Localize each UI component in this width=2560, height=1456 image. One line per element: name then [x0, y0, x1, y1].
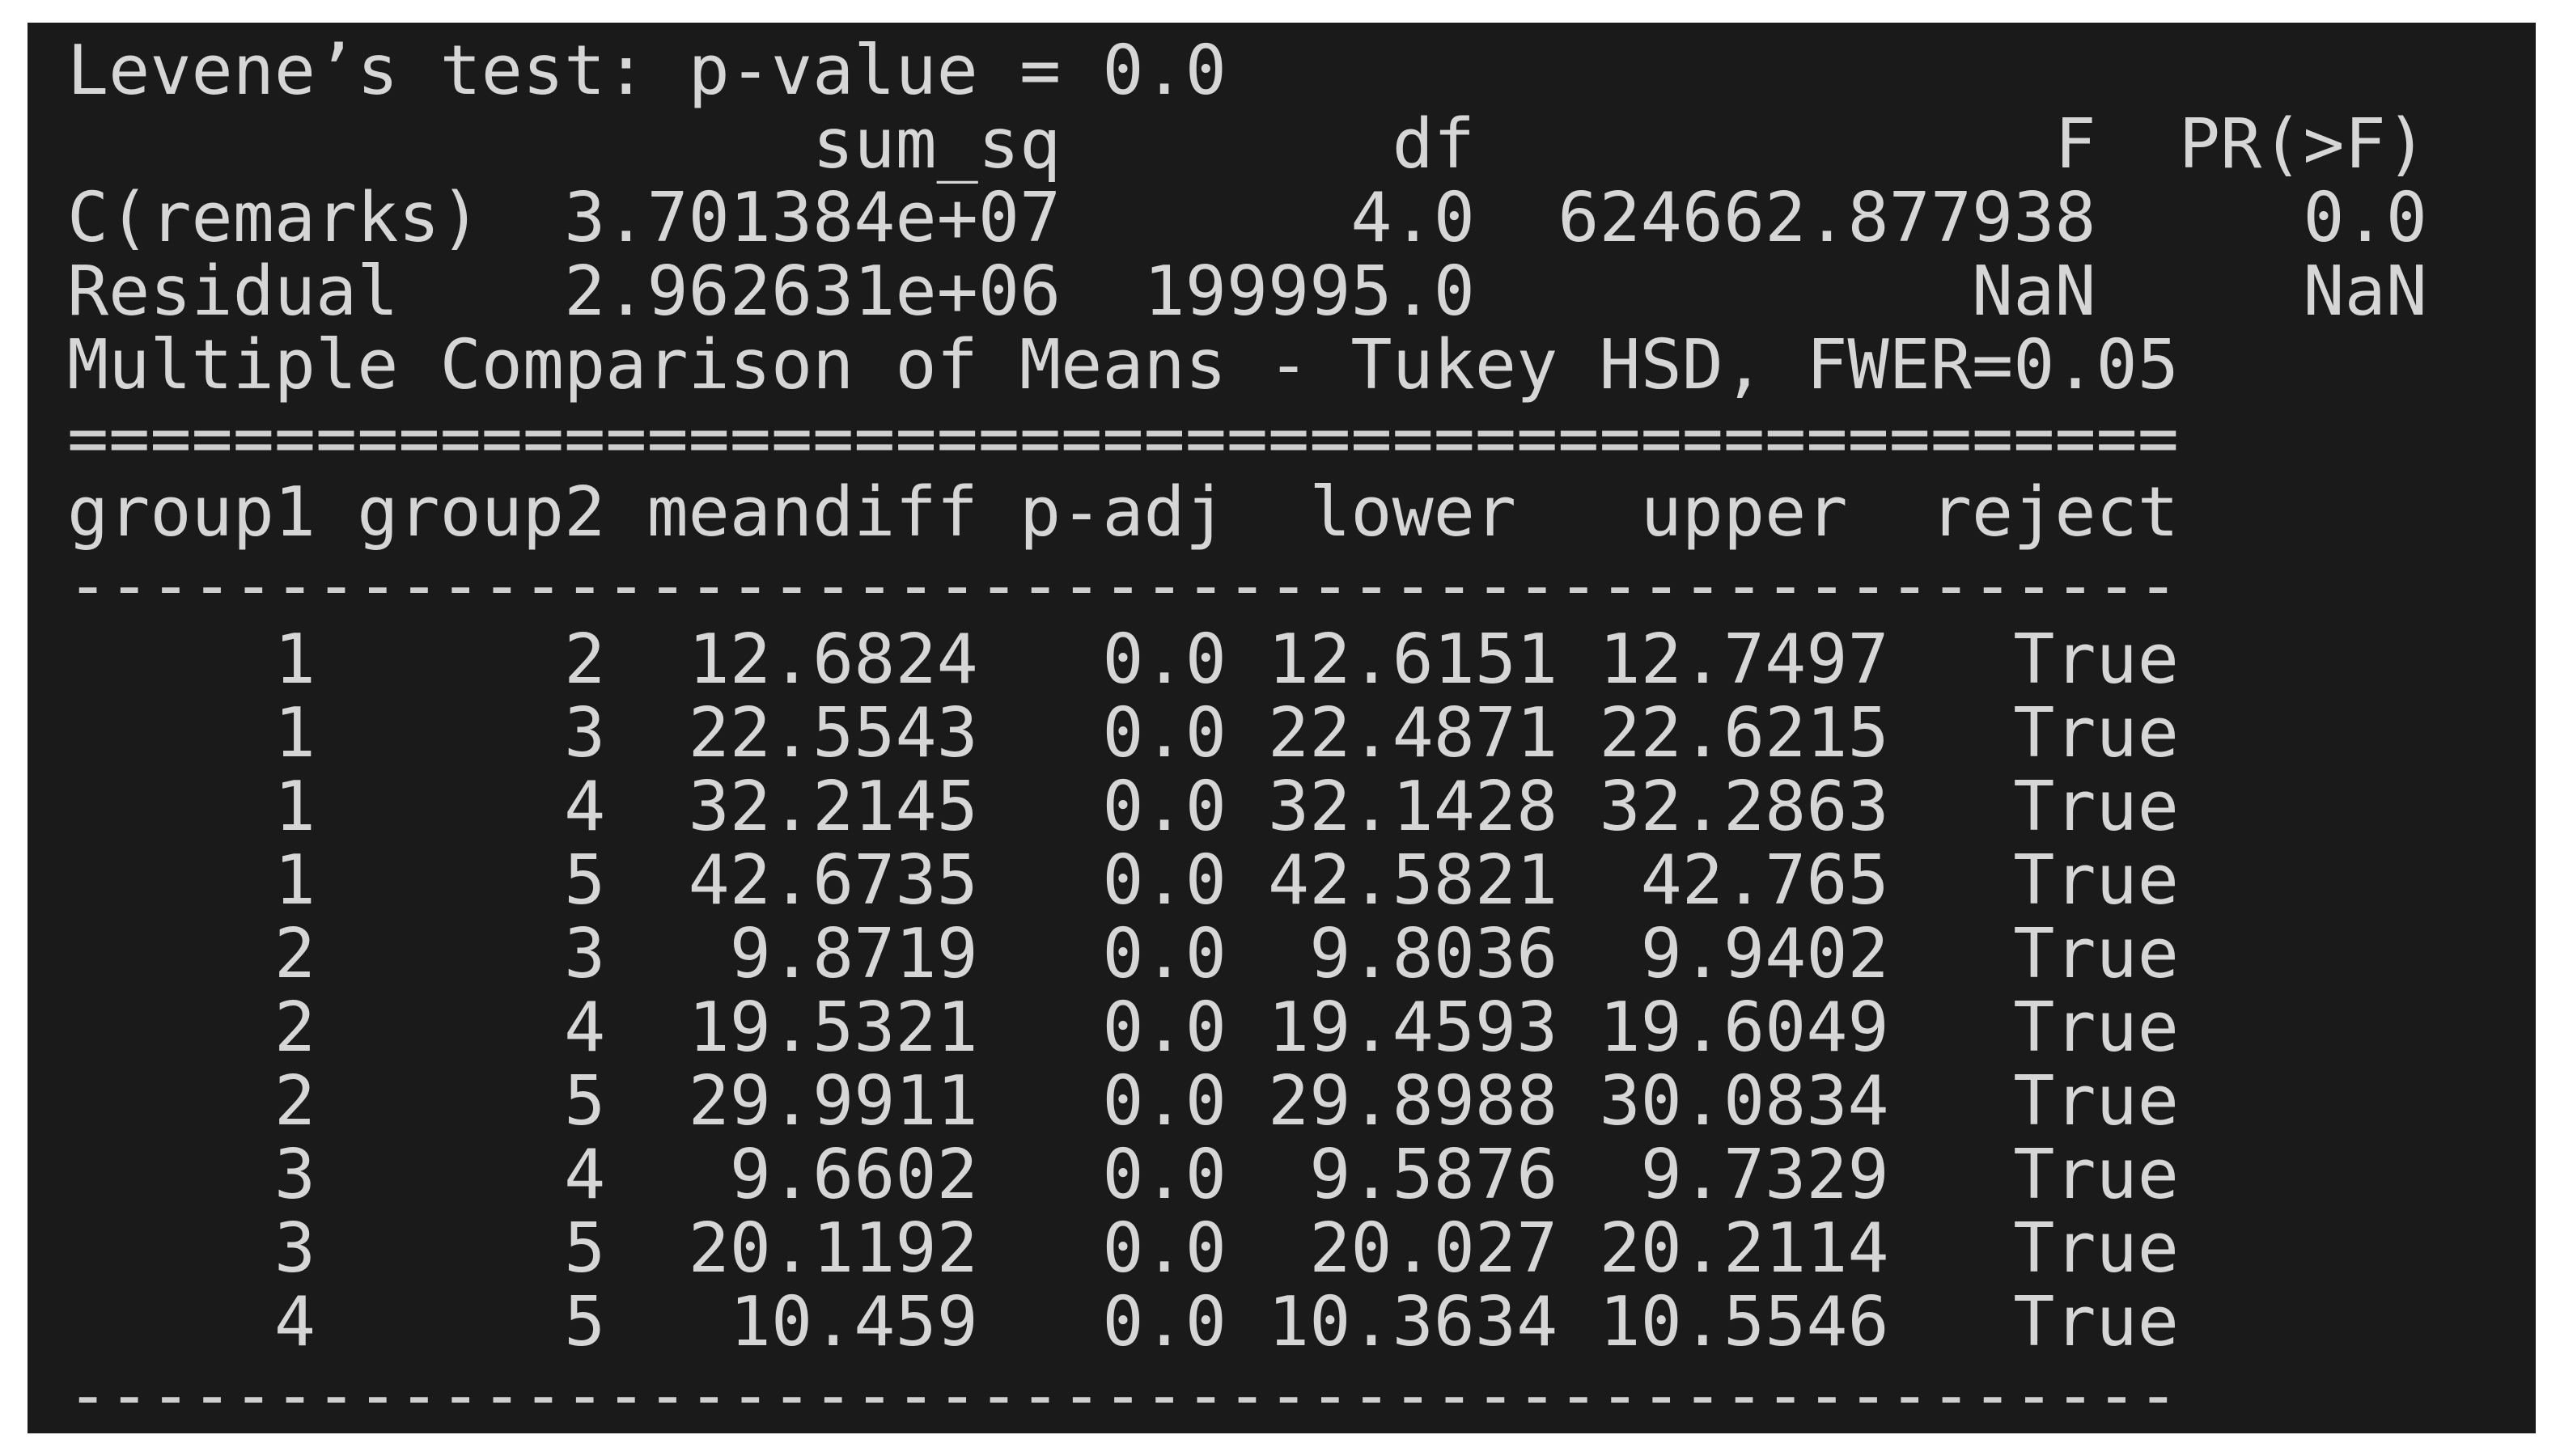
tukey-row-2-5: 2 5 29.9911 0.0 29.8988 30.0834 True [67, 1061, 2179, 1141]
tukey-row-4-5: 4 5 10.459 0.0 10.3634 10.5546 True [67, 1282, 2179, 1362]
tukey-bottom-separator: ----------------------------------------… [67, 1356, 2179, 1433]
tukey-title: Multiple Comparison of Means - Tukey HSD… [67, 325, 2179, 405]
terminal-output: Levene’s test: p-value = 0.0 sum_sq df F… [28, 23, 2536, 1433]
tukey-row-1-3: 1 3 22.5543 0.0 22.4871 22.6215 True [67, 693, 2179, 773]
tukey-row-2-4: 2 4 19.5321 0.0 19.4593 19.6049 True [67, 988, 2179, 1068]
tukey-header-row: group1 group2 meandiff p-adj lower upper… [67, 472, 2179, 552]
tukey-row-3-4: 3 4 9.6602 0.0 9.5876 9.7329 True [67, 1135, 2179, 1215]
anova-row-c-remarks: C(remarks) 3.701384e+07 4.0 624662.87793… [67, 178, 2427, 258]
tukey-row-2-3: 2 3 9.8719 0.0 9.8036 9.9402 True [67, 914, 2179, 994]
anova-header-row: sum_sq df F PR(>F) [67, 104, 2427, 184]
tukey-row-1-4: 1 4 32.2145 0.0 32.1428 32.2863 True [67, 767, 2179, 847]
levene-test-result: Levene’s test: p-value = 0.0 [67, 31, 1227, 111]
tukey-row-3-5: 3 5 20.1192 0.0 20.027 20.2114 True [67, 1208, 2179, 1289]
tukey-row-1-5: 1 5 42.6735 0.0 42.5821 42.765 True [67, 840, 2179, 921]
anova-row-residual: Residual 2.962631e+06 199995.0 NaN NaN [67, 252, 2427, 332]
tukey-top-separator: ========================================… [67, 399, 2179, 479]
tukey-header-separator: ----------------------------------------… [67, 546, 2179, 626]
tukey-row-1-2: 1 2 12.6824 0.0 12.6151 12.7497 True [67, 620, 2179, 700]
